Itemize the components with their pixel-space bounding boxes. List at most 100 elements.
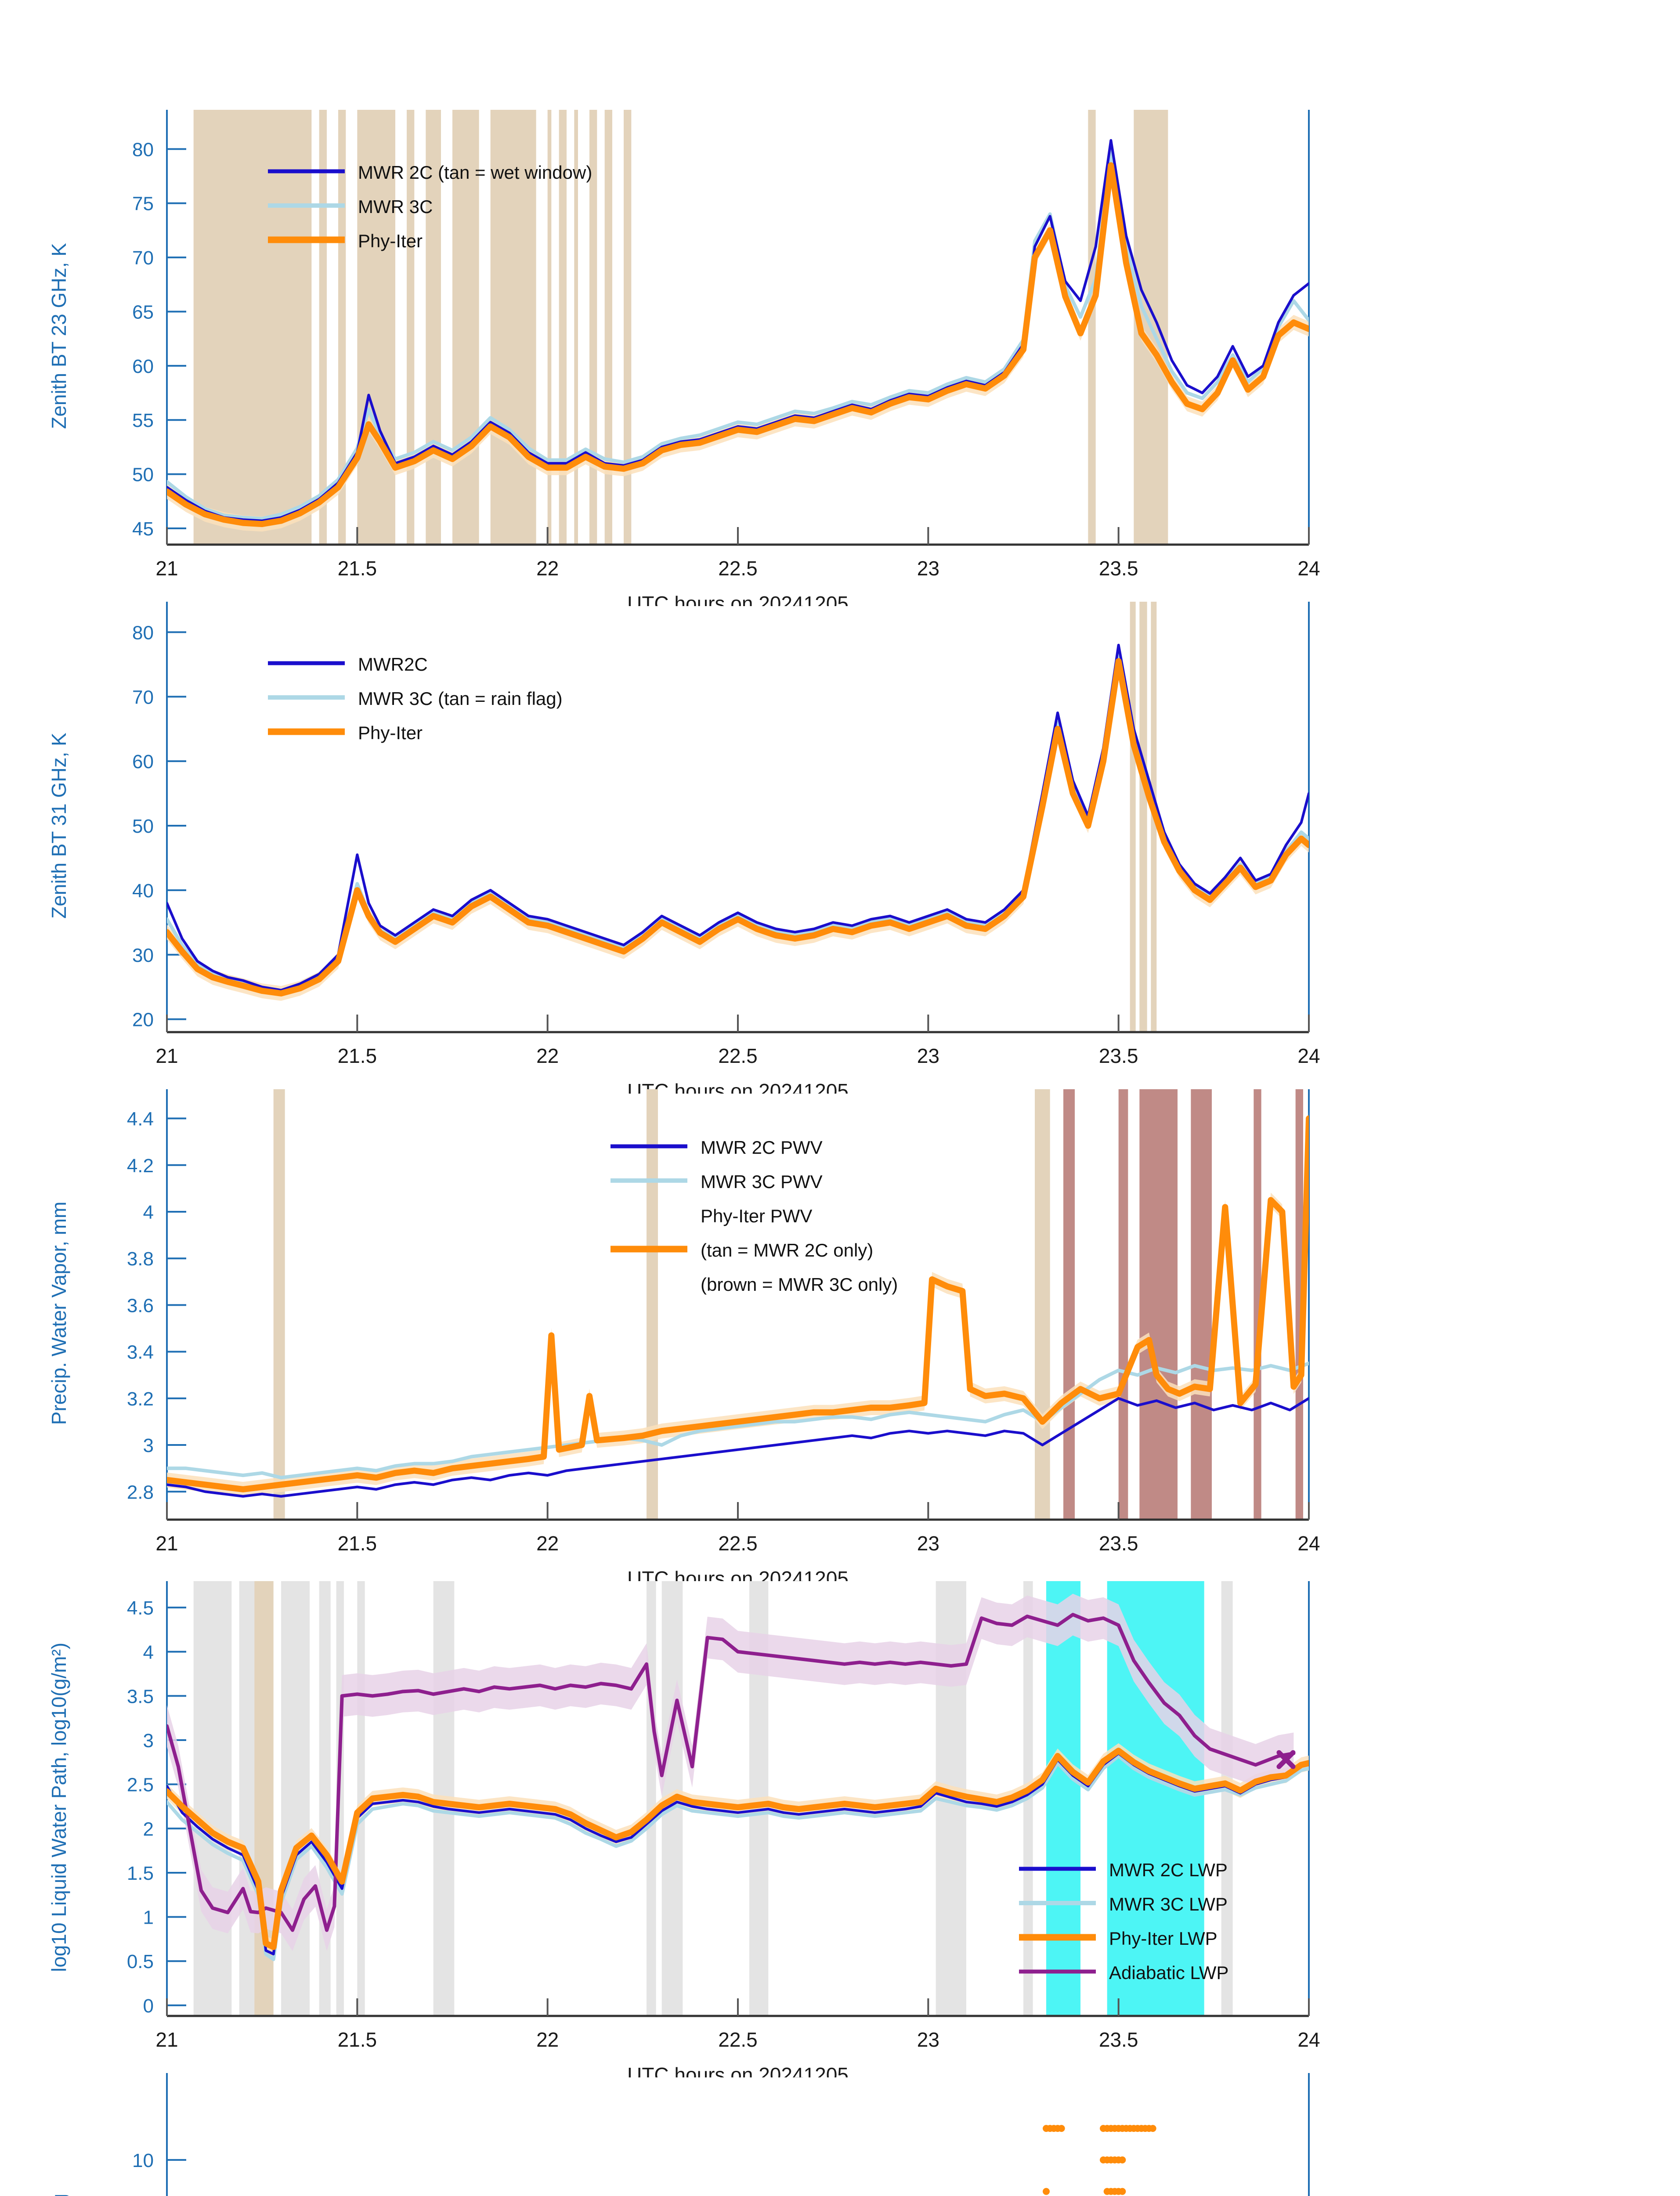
shaded-band — [559, 110, 567, 545]
shaded-band — [426, 110, 441, 545]
x-tick-label: 23 — [917, 557, 939, 580]
series-line — [167, 643, 1309, 992]
legend-label: MWR 3C (tan = rain flag) — [358, 688, 563, 709]
y-tick-label: 3.4 — [127, 1342, 154, 1363]
chart-panel-3: 2.8 3 3.2 3.4 3.6 3.8 4 4.2 4.4 21 21.5 22 22.5 23 23.… — [0, 1089, 1680, 1581]
shaded-band — [452, 110, 479, 545]
y-tick-label: 4 — [143, 1202, 154, 1223]
x-tick-label: 23.5 — [1099, 2028, 1138, 2051]
y-tick-label: 4.2 — [127, 1155, 154, 1177]
y-tick-label: 3.8 — [127, 1248, 154, 1270]
shaded-band-gray — [647, 1581, 656, 2016]
axes: 00.511.522.533.544.521 21.5 22 22.5 23 23.5 24 — [127, 1581, 1320, 2051]
y-tick-label: 70 — [132, 247, 154, 269]
legend-label: (tan = MWR 2C only) — [701, 1240, 873, 1261]
x-tick-label: 21.5 — [338, 1044, 377, 1067]
data-series-group — [1043, 2125, 1156, 2195]
y-tick-label: 30 — [132, 945, 154, 966]
y-tick-label: 2 — [143, 1818, 154, 1840]
y-tick-label: 2.8 — [127, 1481, 154, 1503]
y-tick-label: 3 — [143, 1730, 154, 1752]
y-tick-label: 75 — [132, 193, 154, 215]
x-tick-label: 21 — [155, 2028, 178, 2051]
y-tick-label: 3.5 — [127, 1686, 154, 1707]
shaded-band-cyan — [1046, 1581, 1080, 2016]
series-line — [167, 149, 1309, 520]
x-tick-label: 21 — [155, 1532, 178, 1555]
series-line — [167, 1115, 1309, 1492]
series-line — [167, 653, 1309, 993]
x-axis-title: UTC hours on 20241205 — [627, 1080, 849, 1094]
dq-flag-point — [1119, 2156, 1126, 2163]
x-tick-label: 21.5 — [338, 557, 377, 580]
chart-panel-1: 45 50 55 60 65 70 75 80 21 21.5 22 22.5 23 23.5 24 Zeni… — [0, 110, 1680, 606]
x-tick-label: 23.5 — [1099, 1044, 1138, 1067]
y-tick-label: 50 — [132, 816, 154, 837]
shaded-band — [1130, 602, 1136, 1032]
x-axis-title: UTC hours on 20241205 — [627, 2063, 849, 2077]
x-tick-label: 21 — [155, 1044, 178, 1067]
y-tick-label: 4.4 — [127, 1109, 154, 1130]
series-line — [167, 658, 1309, 997]
shaded-band-brown — [1118, 1089, 1128, 1520]
series-line — [167, 162, 1309, 527]
shaded-band-brown — [1139, 1089, 1178, 1520]
x-tick-label: 22.5 — [718, 1044, 758, 1067]
x-tick-label: 24 — [1297, 2028, 1320, 2051]
y-axis-title: Zenith BT 31 GHz, K — [47, 733, 70, 919]
y-tick-label: 50 — [132, 464, 154, 486]
y-tick-label: 1.5 — [127, 1863, 154, 1884]
x-tick-label: 23.5 — [1099, 557, 1138, 580]
y-tick-label: 2.5 — [127, 1774, 154, 1796]
legend: MWR2C MWR 3C (tan = rain flag) Phy-Iter — [268, 654, 563, 743]
legend-label: MWR 3C — [358, 196, 433, 217]
uncertainty-band — [167, 1111, 1309, 1497]
y-tick-label: 65 — [132, 301, 154, 323]
x-tick-label: 23.5 — [1099, 1532, 1138, 1555]
series-line — [167, 1362, 1309, 1480]
axes: 2.8 3 3.2 3.4 3.6 3.8 4 4.2 4.4 21 21.5 22 22.5 23 23.… — [127, 1089, 1320, 1555]
shaded-band — [1139, 602, 1147, 1032]
legend-label: (brown = MWR 3C only) — [701, 1274, 898, 1295]
series-line — [167, 1613, 1296, 1932]
x-tick-label: 24 — [1297, 557, 1320, 580]
panel-1-svg: 45 50 55 60 65 70 75 80 21 21.5 22 22.5 23 23.5 24 Zeni… — [47, 110, 1320, 606]
legend-label: MWR 2C PWV — [701, 1137, 823, 1158]
y-tick-label: 20 — [132, 1009, 154, 1031]
shaded-band-brown — [1295, 1089, 1303, 1520]
x-tick-label: 22 — [536, 557, 559, 580]
y-tick-label: 4.5 — [127, 1597, 154, 1619]
shaded-band-gray — [357, 1581, 365, 2016]
dq-flag-point — [1119, 2188, 1126, 2195]
shaded-band-tan — [1035, 1089, 1050, 1520]
x-tick-label: 22.5 — [718, 1532, 758, 1555]
shaded-band-gray — [281, 1581, 310, 2016]
chart-panel-2: 20 30 40 50 60 70 80 21 21.5 22 22.5 23 23.5 24 Zenith… — [0, 602, 1680, 1094]
y-tick-label: 80 — [132, 139, 154, 160]
legend: MWR 2C LWP MWR 3C LWP Phy-Iter LWP Adiabati… — [1019, 1860, 1228, 1983]
dq-flag-point — [1043, 2188, 1050, 2195]
x-axis-title: UTC hours on 20241205 — [627, 1567, 849, 1581]
shaded-bands — [273, 1089, 1303, 1520]
axes: 20 30 40 50 60 70 80 21 21.5 22 22.5 23 23.5 24 — [132, 602, 1320, 1067]
y-tick-label: 3 — [143, 1435, 154, 1456]
series-line — [167, 1754, 1309, 1961]
shaded-band — [624, 110, 632, 545]
legend-label: MWR 3C LWP — [1109, 1894, 1228, 1914]
dq-flag-point — [1058, 2125, 1065, 2132]
y-tick-label: 3.2 — [127, 1388, 154, 1410]
legend-label: MWR2C — [358, 654, 428, 675]
y-axis-title: log10 Liquid Water Path, log10(g/m²) — [47, 1643, 70, 1972]
y-tick-label: 40 — [132, 880, 154, 902]
shaded-band-brown — [1254, 1089, 1261, 1520]
x-tick-label: 22.5 — [718, 2028, 758, 2051]
legend-label: MWR 3C PWV — [701, 1171, 823, 1192]
shaded-band-tan — [647, 1089, 658, 1520]
x-tick-label: 21.5 — [338, 1532, 377, 1555]
shaded-band-brown — [1063, 1089, 1075, 1520]
y-tick-label: 70 — [132, 686, 154, 708]
x-tick-label: 23 — [917, 2028, 939, 2051]
